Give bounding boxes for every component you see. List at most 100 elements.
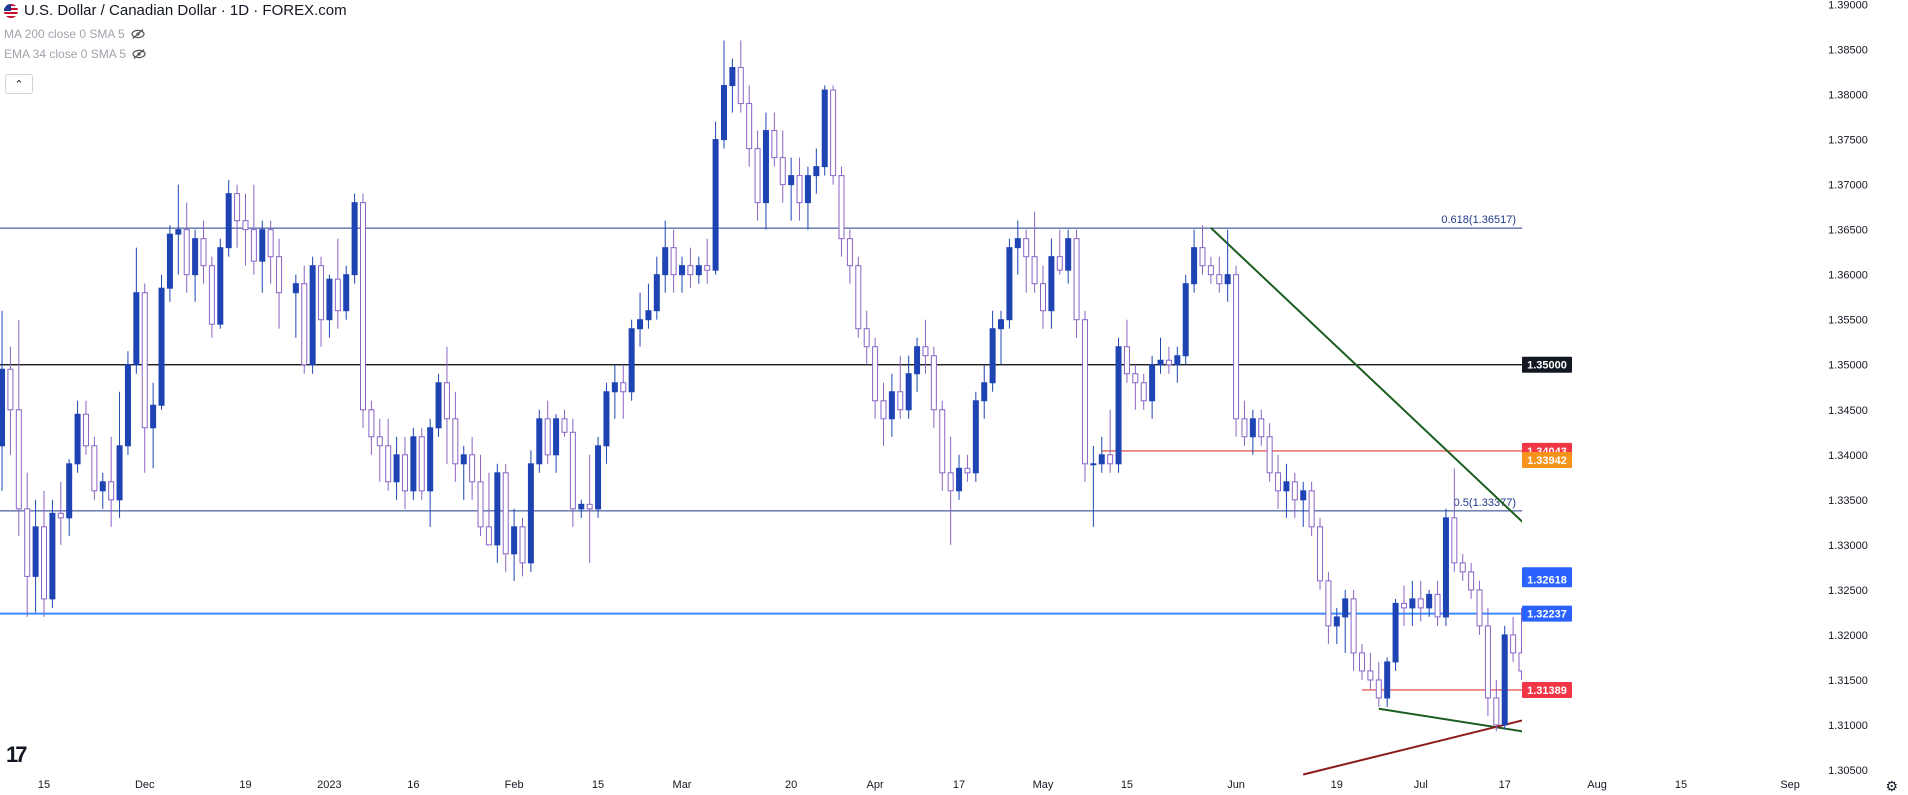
candle[interactable]	[939, 400, 946, 491]
candle[interactable]	[1039, 265, 1046, 329]
candle[interactable]	[1400, 585, 1407, 626]
candle[interactable]	[49, 499, 56, 608]
candle[interactable]	[351, 193, 358, 284]
candle[interactable]	[1014, 220, 1021, 275]
candle[interactable]	[830, 85, 837, 185]
candle[interactable]	[66, 459, 73, 536]
candle[interactable]	[1484, 607, 1491, 716]
collapse-legend-button[interactable]: ⌃	[5, 74, 33, 94]
candle[interactable]	[553, 414, 560, 473]
candle[interactable]	[410, 427, 417, 500]
candle[interactable]	[511, 508, 518, 581]
eye-hidden-icon[interactable]	[132, 49, 146, 59]
candle[interactable]	[1123, 319, 1130, 383]
candle[interactable]	[208, 256, 215, 338]
candle[interactable]	[704, 238, 711, 284]
candle[interactable]	[595, 436, 602, 518]
candle[interactable]	[343, 265, 350, 320]
candle[interactable]	[1333, 607, 1340, 644]
candle[interactable]	[326, 274, 333, 338]
candle[interactable]	[1107, 409, 1114, 473]
candle[interactable]	[813, 148, 820, 194]
candle[interactable]	[729, 58, 736, 113]
tradingview-logo-icon[interactable]: 17	[6, 742, 28, 767]
candle[interactable]	[771, 112, 778, 167]
candle[interactable]	[956, 454, 963, 500]
candle[interactable]	[1510, 616, 1517, 662]
candle[interactable]	[1275, 454, 1282, 509]
candle[interactable]	[611, 364, 618, 419]
candle[interactable]	[1409, 580, 1416, 626]
candle[interactable]	[662, 220, 669, 293]
candle[interactable]	[855, 256, 862, 338]
candle[interactable]	[586, 454, 593, 563]
candle[interactable]	[746, 85, 753, 167]
candle[interactable]	[1098, 436, 1105, 473]
candle[interactable]	[1417, 580, 1424, 622]
candle[interactable]	[1426, 589, 1433, 617]
candle[interactable]	[720, 40, 727, 149]
candle[interactable]	[1048, 238, 1055, 329]
candle[interactable]	[1006, 238, 1013, 329]
candle[interactable]	[1291, 472, 1298, 518]
candle[interactable]	[737, 40, 744, 113]
candle[interactable]	[569, 418, 576, 527]
candle[interactable]	[1157, 337, 1164, 374]
price-tag[interactable]: 1.35000	[1522, 356, 1572, 373]
candle[interactable]	[1191, 229, 1198, 293]
candle[interactable]	[519, 517, 526, 577]
candle[interactable]	[1375, 661, 1382, 707]
candle[interactable]	[905, 355, 912, 419]
candle[interactable]	[628, 319, 635, 401]
indicator-ema34[interactable]: EMA 34 close 0 SMA 5	[4, 47, 146, 61]
candle[interactable]	[670, 229, 677, 293]
candle[interactable]	[183, 202, 190, 293]
candle[interactable]	[796, 157, 803, 221]
candle[interactable]	[124, 351, 131, 455]
eye-hidden-icon[interactable]	[131, 29, 145, 39]
candle[interactable]	[1434, 580, 1441, 626]
candle[interactable]	[561, 409, 568, 437]
candle[interactable]	[7, 346, 14, 455]
candle[interactable]	[544, 400, 551, 464]
candle[interactable]	[1367, 652, 1374, 689]
symbol-legend[interactable]: U.S. Dollar / Canadian Dollar · 1D · FOR…	[4, 2, 347, 19]
candle[interactable]	[200, 220, 207, 284]
candle[interactable]	[393, 436, 400, 500]
candle[interactable]	[469, 436, 476, 500]
candle[interactable]	[981, 364, 988, 419]
time-axis[interactable]: 15 Dec 19 2023 16 Feb 15 Mar 20 Apr 17 May 15 Jun 19 Ju…	[38, 779, 1800, 791]
candle[interactable]	[74, 400, 81, 473]
candle[interactable]	[99, 472, 106, 509]
candle[interactable]	[485, 472, 492, 546]
candle[interactable]	[872, 337, 879, 419]
candle[interactable]	[133, 247, 140, 374]
candle[interactable]	[150, 382, 157, 469]
candle[interactable]	[578, 499, 585, 518]
candle[interactable]	[645, 283, 652, 329]
candle[interactable]	[930, 346, 937, 428]
candle[interactable]	[1090, 445, 1097, 527]
candle[interactable]	[1165, 346, 1172, 374]
candle[interactable]	[376, 418, 383, 482]
candle[interactable]	[1342, 589, 1349, 653]
candle[interactable]	[1317, 517, 1324, 590]
candle[interactable]	[964, 454, 971, 482]
candle[interactable]	[1056, 229, 1063, 275]
candle[interactable]	[250, 184, 257, 275]
candle[interactable]	[32, 499, 39, 613]
candle[interactable]	[712, 121, 719, 275]
candle[interactable]	[108, 436, 115, 527]
candle[interactable]	[1266, 423, 1273, 482]
candle[interactable]	[460, 445, 467, 500]
candle[interactable]	[527, 450, 534, 572]
price-tag[interactable]: 1.31389	[1522, 681, 1572, 698]
candle[interactable]	[1132, 364, 1139, 410]
candle[interactable]	[318, 256, 325, 347]
candle[interactable]	[1207, 256, 1214, 284]
candle[interactable]	[225, 180, 232, 257]
candle[interactable]	[687, 247, 694, 289]
candle[interactable]	[452, 391, 459, 482]
candle[interactable]	[1233, 265, 1240, 437]
